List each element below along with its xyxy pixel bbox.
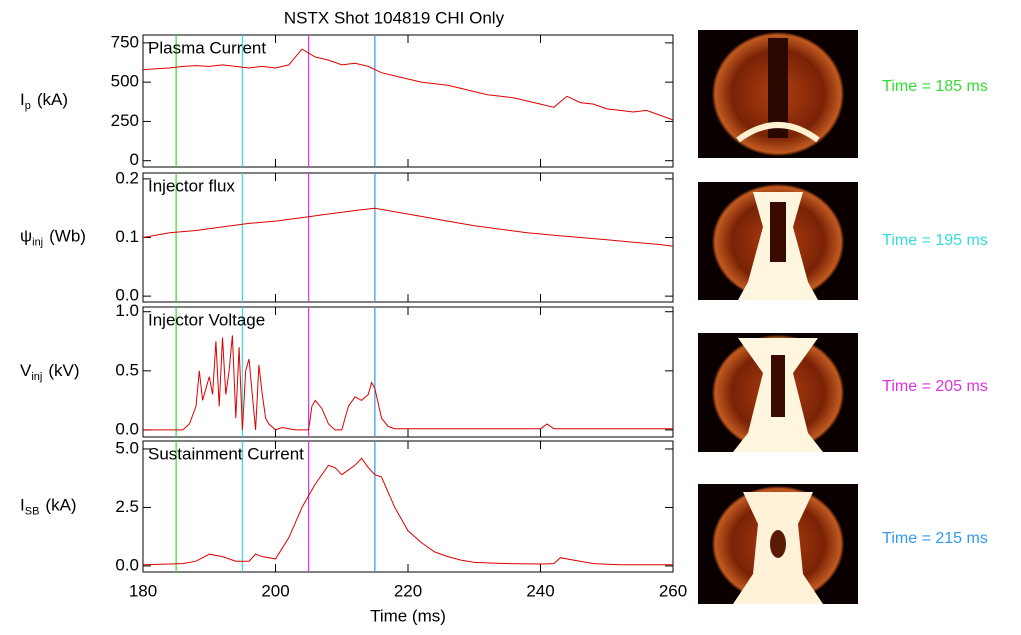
y-tick-label: 0.1 — [115, 227, 139, 246]
y-axis-label: Ip (kA) — [20, 90, 68, 111]
data-line — [143, 335, 673, 431]
y-label-sub: p — [25, 100, 31, 112]
y-label-unit: (kA) — [37, 90, 68, 109]
image-time-label: Time = 195 ms — [882, 232, 988, 249]
y-tick-label: 5.0 — [115, 438, 139, 457]
x-tick-label: 240 — [526, 581, 554, 600]
data-line — [142, 48, 674, 121]
y-tick-label: 2.5 — [115, 497, 139, 516]
y-label-symbol: I — [20, 496, 25, 515]
y-tick-label: 500 — [111, 72, 139, 91]
panel-label: Injector flux — [148, 176, 235, 195]
x-tick-label: 260 — [659, 581, 687, 600]
y-tick-label: 0.2 — [115, 168, 139, 187]
x-tick-label: 220 — [394, 581, 422, 600]
panel-label: Sustainment Current — [148, 444, 304, 463]
x-tick-label: 180 — [129, 581, 157, 600]
y-label-symbol: V — [20, 361, 32, 380]
panel-label: Plasma Current — [148, 38, 266, 57]
y-tick-label: 1.0 — [115, 301, 139, 320]
x-tick-label: 200 — [261, 581, 289, 600]
camera-image — [698, 333, 858, 452]
chart-title: NSTX Shot 104819 CHI Only — [284, 8, 505, 27]
y-axis-label: Vinj (kV) — [20, 361, 80, 382]
x-axis-label: Time (ms) — [370, 606, 446, 625]
panel-label: Injector Voltage — [148, 310, 265, 329]
y-label-unit: (kA) — [45, 496, 76, 515]
y-axis-label: ψinj (Wb) — [20, 227, 86, 248]
y-label-sub: inj — [32, 236, 43, 248]
y-tick-label: 0.0 — [115, 555, 139, 574]
y-label-unit: (Wb) — [49, 227, 86, 246]
data-line — [142, 457, 673, 566]
image-time-label: Time = 215 ms — [882, 530, 988, 547]
y-axis-label: ISB (kA) — [20, 496, 77, 517]
camera-image — [698, 30, 858, 158]
y-tick-label: 0.0 — [115, 419, 139, 438]
camera-image — [698, 484, 858, 604]
y-label-sub: SB — [25, 505, 40, 517]
y-tick-label: 750 — [111, 32, 139, 51]
data-line — [142, 207, 674, 247]
y-label-unit: (kV) — [48, 361, 79, 380]
camera-image — [698, 182, 858, 300]
y-label-symbol: I — [20, 90, 25, 109]
y-tick-label: 0.5 — [115, 360, 139, 379]
y-tick-label: 250 — [111, 111, 139, 130]
y-label-sub: inj — [31, 371, 42, 383]
image-time-label: Time = 185 ms — [882, 78, 988, 95]
y-tick-label: 0.0 — [115, 286, 139, 305]
image-time-label: Time = 205 ms — [882, 378, 988, 395]
camera-images — [698, 30, 858, 604]
y-tick-label: 0 — [130, 150, 139, 169]
y-label-symbol: ψ — [20, 227, 32, 246]
